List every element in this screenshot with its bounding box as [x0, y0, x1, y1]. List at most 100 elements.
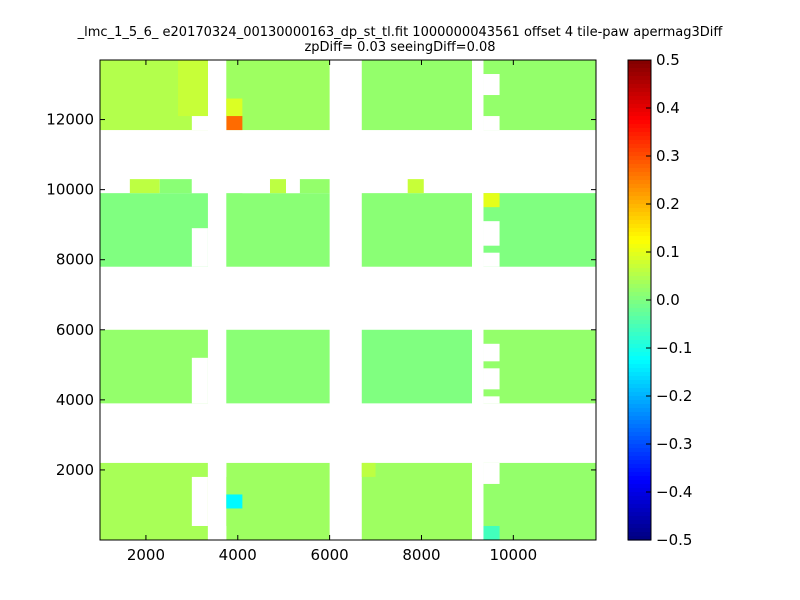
heatmap-cell-20: [407, 179, 424, 194]
chart-title-line-1: _lmc_1_5_6_ e20170324_00130000163_dp_st_…: [77, 25, 723, 40]
colorbar-segment-115: [628, 520, 651, 525]
colorbar-segment-54: [628, 276, 651, 281]
y-tick-label-1: 4000: [56, 391, 94, 409]
colorbar-segment-66: [628, 324, 651, 329]
colorbar-segment-114: [628, 516, 651, 521]
colorbar-segment-86: [628, 404, 651, 409]
heatmap-empty-10: [483, 221, 500, 246]
colorbar-segment-48: [628, 252, 651, 257]
colorbar-segment-96: [628, 444, 651, 449]
heatmap-cell-10: [361, 329, 472, 404]
heatmap-cell-14: [361, 462, 472, 540]
colorbar-segment-62: [628, 308, 651, 313]
heatmap-empty-13: [483, 396, 500, 404]
colorbar-segment-79: [628, 376, 651, 381]
heatmap-empty-7: [483, 74, 500, 96]
heatmap-empty-5: [286, 179, 300, 194]
colorbar-segment-67: [628, 328, 651, 333]
colorbar-segment-55: [628, 280, 651, 285]
heatmap-cell-12: [100, 462, 208, 540]
colorbar-segment-84: [628, 396, 651, 401]
colorbar-segment-101: [628, 464, 651, 469]
colorbar-segment-59: [628, 296, 651, 301]
heatmap-cell-2: [361, 60, 472, 131]
colorbar-segment-117: [628, 528, 651, 533]
heatmap-cell-19: [299, 179, 330, 194]
heatmap-empty-6: [191, 179, 227, 194]
colorbar-segment-63: [628, 312, 651, 317]
colorbar-segment-98: [628, 452, 651, 457]
colorbar-segment-18: [628, 132, 651, 137]
colorbar-segment-44: [628, 236, 651, 241]
colorbar-segment-43: [628, 232, 651, 237]
heatmap-cell-8: [100, 329, 208, 404]
heatmap-cell-24: [483, 193, 500, 208]
colorbar-segment-10: [628, 100, 651, 105]
colorbar-segment-36: [628, 204, 651, 209]
colorbar-segment-65: [628, 320, 651, 325]
colorbar-segment-106: [628, 484, 651, 489]
colorbar-segment-52: [628, 268, 651, 273]
colorbar-segment-77: [628, 368, 651, 373]
heatmap-cell-4: [100, 193, 208, 267]
heatmap-empty-2: [191, 476, 208, 526]
colorbar-segment-0: [628, 60, 651, 65]
x-tick-label-2: 6000: [311, 546, 349, 564]
colorbar-segment-73: [628, 352, 651, 357]
colorbar-segment-24: [628, 156, 651, 161]
colorbar-segment-1: [628, 64, 651, 69]
colorbar-segment-22: [628, 148, 651, 153]
colorbar-segment-21: [628, 144, 651, 149]
heatmap-cell-3: [483, 60, 596, 131]
x-axis: 2000 4000 6000 8000 10000: [127, 60, 537, 564]
colorbar-segment-99: [628, 456, 651, 461]
colorbar-segment-56: [628, 284, 651, 289]
colorbar-segment-29: [628, 176, 651, 181]
heatmap-cell-15: [483, 462, 596, 540]
colorbar-segment-5: [628, 80, 651, 85]
colorbar-segment-58: [628, 292, 651, 297]
y-tick-label-5: 12000: [46, 111, 94, 129]
colorbar-segment-103: [628, 472, 651, 477]
colorbar-segment-82: [628, 388, 651, 393]
colorbar-segment-100: [628, 460, 651, 465]
y-tick-label-3: 8000: [56, 251, 94, 269]
colorbar-segment-23: [628, 152, 651, 157]
colorbar-segment-9: [628, 96, 651, 101]
colorbar-segment-85: [628, 400, 651, 405]
heatmap-cell-22: [226, 98, 243, 117]
colorbar-segment-94: [628, 436, 651, 441]
colorbar-segment-37: [628, 208, 651, 213]
colorbar-segment-70: [628, 340, 651, 345]
colorbar-segment-93: [628, 432, 651, 437]
heatmap-empty-0: [191, 228, 208, 267]
colorbar-segment-35: [628, 200, 651, 205]
colorbar-segment-38: [628, 212, 651, 217]
heatmap-empty-12: [483, 368, 500, 390]
colorbar-segment-32: [628, 188, 651, 193]
colorbar-segment-31: [628, 184, 651, 189]
colorbar-segment-116: [628, 524, 651, 529]
colorbar-segment-107: [628, 488, 651, 493]
colorbar-tick-label-4: 0.1: [656, 243, 680, 261]
colorbar-segment-53: [628, 272, 651, 277]
colorbar-segment-102: [628, 468, 651, 473]
colorbar-segment-71: [628, 344, 651, 349]
colorbar-segment-27: [628, 168, 651, 173]
colorbar-segment-111: [628, 504, 651, 509]
colorbar-segment-47: [628, 248, 651, 253]
heatmap-cell-6: [361, 193, 472, 267]
colorbar-segment-69: [628, 336, 651, 341]
colorbar-segment-6: [628, 84, 651, 89]
colorbar-segment-113: [628, 512, 651, 517]
heatmap-cell-1: [226, 60, 330, 131]
colorbar-segment-118: [628, 532, 651, 537]
colorbar-segment-105: [628, 480, 651, 485]
colorbar-segment-30: [628, 180, 651, 185]
heatmap-empty-15: [207, 462, 227, 477]
colorbar-segment-92: [628, 428, 651, 433]
heatmap-cell-11: [483, 329, 596, 404]
colorbar-segment-76: [628, 364, 651, 369]
heatmap-cell-9: [226, 329, 330, 404]
heatmap-empty-14: [483, 462, 500, 484]
